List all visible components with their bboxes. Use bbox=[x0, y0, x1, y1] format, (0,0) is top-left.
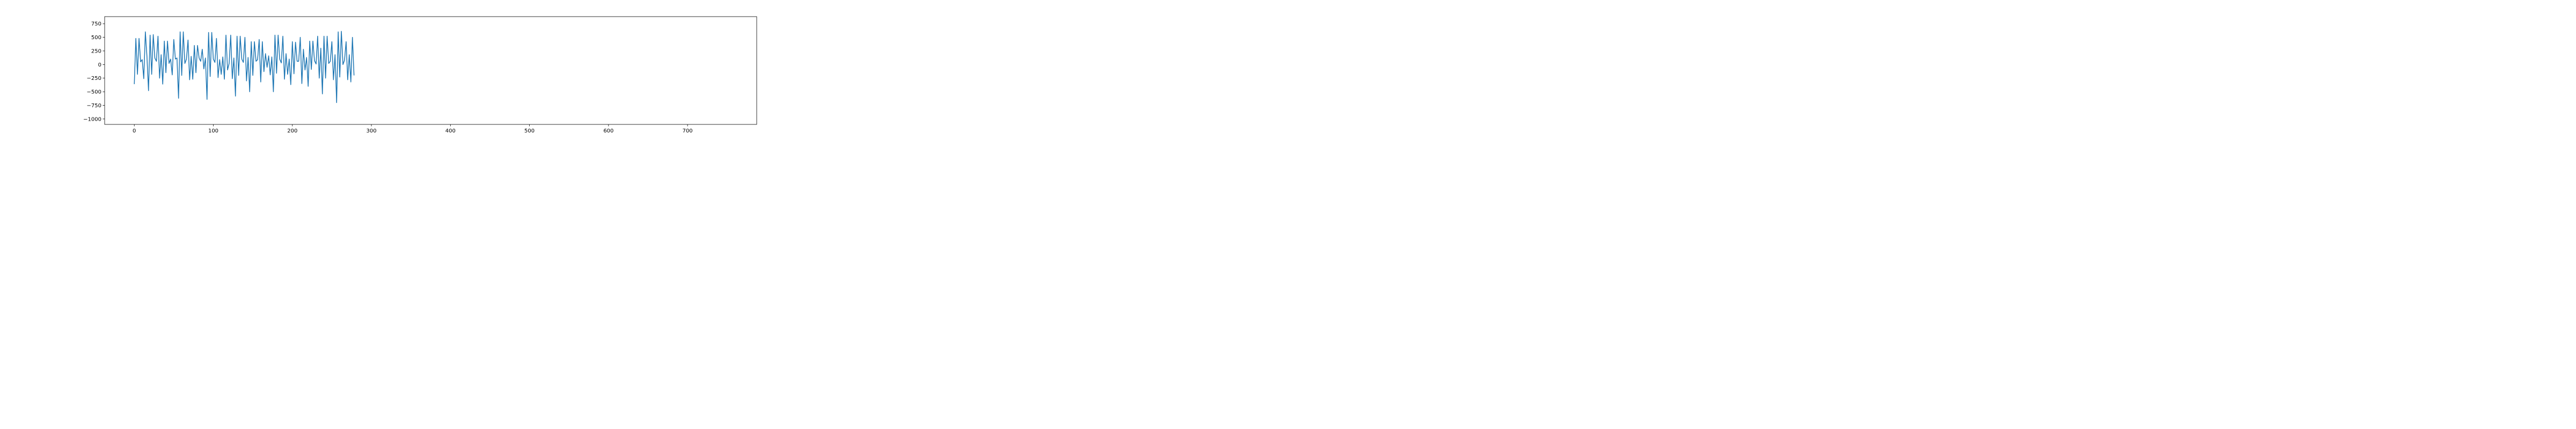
line-chart-figure: 0 100 200 300 400 500 600 700 −1000 −750 −500 −250… bbox=[0, 0, 835, 139]
y-tick-label: −250 bbox=[87, 76, 101, 82]
x-tick-label: 500 bbox=[524, 128, 535, 134]
x-tick-label: 100 bbox=[208, 128, 218, 134]
y-tick-label: −1000 bbox=[83, 116, 101, 122]
y-tick-label: 0 bbox=[98, 62, 101, 68]
y-tick-label: −750 bbox=[87, 103, 101, 109]
x-tick-label: 300 bbox=[366, 128, 376, 134]
y-tick-label: 500 bbox=[91, 35, 101, 41]
series-line bbox=[134, 31, 355, 103]
x-tick-label: 200 bbox=[287, 128, 297, 134]
y-tick-label: 250 bbox=[91, 48, 101, 54]
y-tick-label: 750 bbox=[91, 21, 101, 27]
plot-frame bbox=[104, 16, 757, 125]
x-axis: 0 100 200 300 400 500 600 700 bbox=[133, 124, 693, 134]
chart-svg: 0 100 200 300 400 500 600 700 −1000 −750 −500 −250… bbox=[83, 16, 757, 134]
y-tick-label: −500 bbox=[87, 90, 101, 95]
y-axis: −1000 −750 −500 −250 0 250 500 750 bbox=[83, 21, 105, 122]
x-tick-label: 0 bbox=[133, 128, 136, 134]
x-tick-label: 700 bbox=[683, 128, 693, 134]
plot-background bbox=[105, 17, 757, 124]
x-tick-label: 400 bbox=[445, 128, 456, 134]
x-tick-label: 600 bbox=[603, 128, 613, 134]
